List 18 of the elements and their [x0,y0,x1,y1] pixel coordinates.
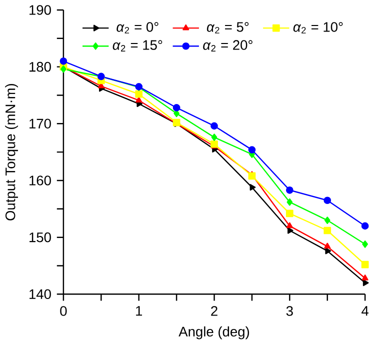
y-tick-label: 190 [30,4,51,15]
y-tick-label: 150 [30,232,51,242]
x-tick-label: 4 [362,306,368,316]
x-tick-label: 2 [211,306,218,316]
legend-label: α$_{2}$ = 5° [206,22,249,34]
y-axis-title: Output Torque (mN·m) [5,84,18,220]
x-tick-label: 3 [286,306,293,316]
legend-label: α$_{2}$ = 10° [293,22,343,34]
x-tick-label: 1 [136,306,142,316]
legend-label: α$_{2}$ = 20° [203,40,252,52]
x-tick-label: 0 [60,306,67,316]
y-tick-label: 180 [30,62,51,72]
y-tick-label: 160 [30,175,51,186]
y-tick-label: 170 [30,118,51,128]
legend-label: α$_{2}$ = 15° [112,40,162,52]
y-tick-label: 140 [30,289,51,299]
legend-label: α$_{2}$ = 0° [116,22,158,34]
x-axis-title: Angle (deg) [178,326,250,340]
